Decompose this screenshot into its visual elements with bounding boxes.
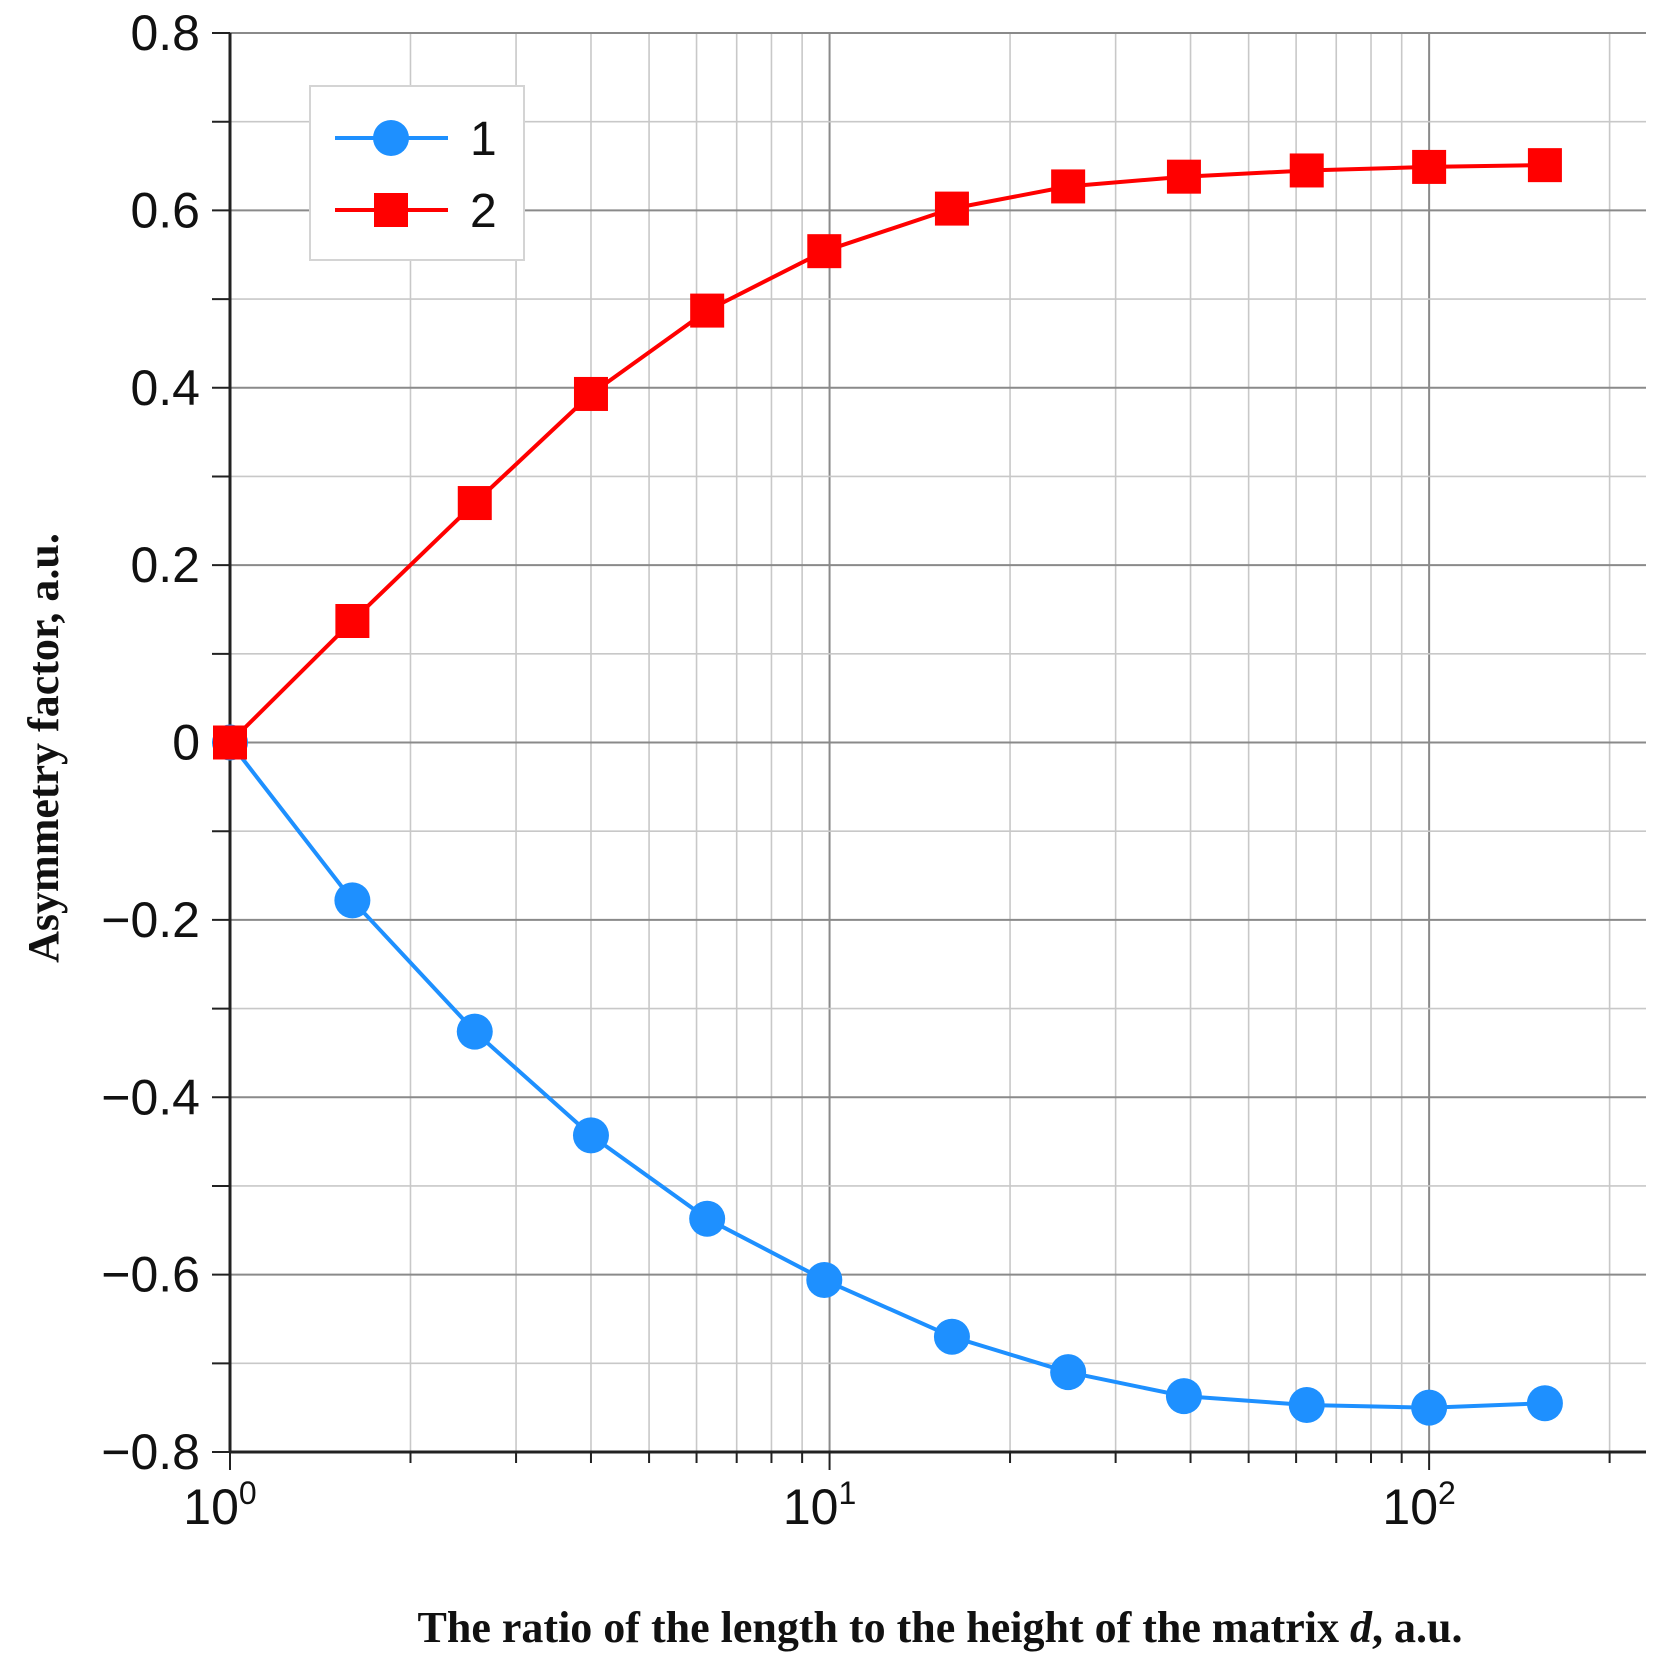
series-2-point [213,725,247,760]
series-1 [212,724,1563,1426]
y-tick-label: −0.6 [101,1247,200,1303]
series-1-line [228,741,1545,1410]
series-2-point [934,191,969,226]
series-2-point [1527,148,1562,183]
legend-marker [374,193,408,227]
series-1-point [572,1117,609,1154]
series-2-point [1166,159,1201,194]
series-2-point [690,293,725,328]
y-tick-label: −0.2 [101,892,200,948]
x-tick-label-exponent: 0 [239,1475,257,1511]
y-tick-label: 0 [172,715,200,771]
legend-item-1: 1 [335,113,497,166]
legend-label: 1 [470,113,497,166]
series-2-line [228,163,1545,744]
series-2-point [1051,169,1086,204]
x-tick-label-base: 10 [783,1479,839,1535]
series-2 [213,148,1562,760]
series-1-point [933,1318,970,1355]
series-1-point [1411,1389,1448,1426]
y-tick-label: −0.8 [101,1424,200,1480]
legend: 12 [309,85,525,261]
x-axis-title: The ratio of the length to the height of… [418,1603,1463,1652]
x-tick-label: 101 [783,1475,856,1535]
series-2-point [335,603,370,638]
series-2-point [457,486,492,521]
legend-marker [373,120,409,156]
legend-box [309,85,525,261]
series-1-point [806,1261,843,1298]
x-tick-label-base: 10 [183,1479,239,1535]
x-tick-label: 100 [183,1475,256,1535]
series-1-point [1050,1354,1087,1391]
series-2-point [807,234,842,269]
x-axis-title-post: , a.u. [1372,1603,1462,1652]
y-tick-label: −0.4 [101,1069,200,1125]
legend-item-2: 2 [335,185,497,238]
x-tick-label: 102 [1382,1475,1455,1535]
y-tick-label: 0.6 [130,182,200,238]
series-1-point [1288,1386,1325,1423]
series-2-point [573,376,608,411]
x-tick-label-base: 10 [1382,1479,1438,1535]
series-2-point [1289,153,1324,188]
legend-label: 2 [470,185,497,238]
series-layer [212,148,1563,1426]
series-1-point [1165,1378,1202,1415]
x-axis-title-pre: The ratio of the length to the height of… [418,1603,1350,1652]
y-tick-label: 0.2 [130,537,200,593]
series-1-point [334,882,371,919]
series-1-point [1526,1385,1563,1422]
y-tick-label: 0.4 [130,360,200,416]
y-tick-label: 0.8 [130,5,200,61]
x-tick-label-exponent: 1 [838,1475,856,1511]
x-axis-title-italic: d [1350,1603,1373,1652]
x-tick-label-exponent: 2 [1438,1475,1456,1511]
series-2-point [1412,149,1447,184]
grid [229,32,1646,1453]
series-1-point [689,1200,726,1237]
y-axis-title: Asymmetry factor, a.u. [19,533,68,963]
series-1-point [456,1013,493,1050]
